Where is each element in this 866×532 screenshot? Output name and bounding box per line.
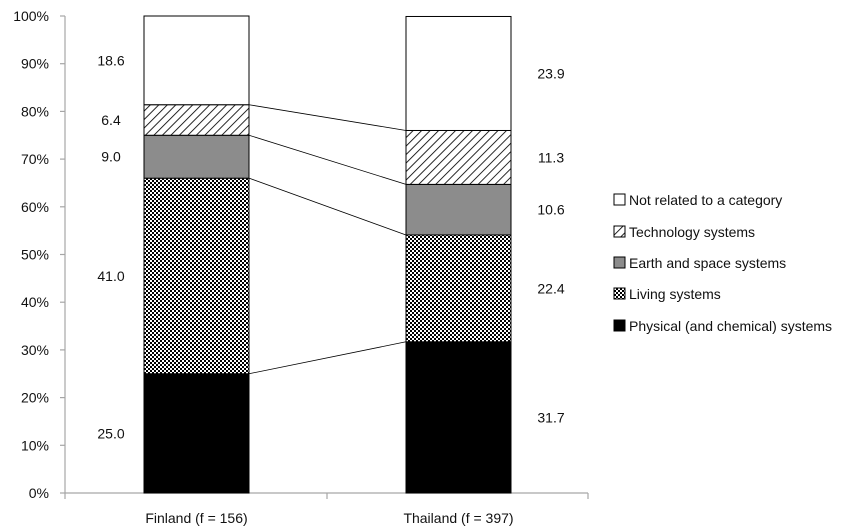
y-tick-label: 100% <box>13 8 49 24</box>
axis-layer: 0% 10% 20% 30% 40% 50% 60% 70% 80% 90% 100% Finland… <box>13 8 589 526</box>
data-label: 11.3 <box>538 149 564 165</box>
legend-label: Technology systems <box>629 224 755 240</box>
legend-label: Earth and space systems <box>629 255 786 271</box>
y-tick-label: 30% <box>21 342 49 358</box>
connector-line <box>248 134 407 185</box>
y-tick-label: 60% <box>21 199 49 215</box>
legend-swatch <box>613 225 626 238</box>
data-label: 31.7 <box>537 409 564 425</box>
legend: Not related to a category Technology syst… <box>613 192 832 334</box>
bar-segment <box>143 134 250 179</box>
legend-label: Living systems <box>629 286 721 302</box>
legend-label: Physical (and chemical) systems <box>629 318 832 334</box>
y-tick-label: 80% <box>21 103 49 119</box>
y-tick-label: 90% <box>21 56 49 72</box>
bar-segment <box>143 15 250 106</box>
y-tick-label: 0% <box>29 485 49 501</box>
bar-segment <box>143 373 250 494</box>
data-labels-layer: 25.0 41.0 9.0 6.4 18.6 31.7 22.4 10.6 11.3 23.9 <box>97 52 564 441</box>
y-tick-label: 70% <box>21 151 49 167</box>
data-label: 6.4 <box>101 112 121 128</box>
legend-swatch <box>613 193 626 206</box>
connector-line <box>248 177 407 236</box>
bar-segment <box>405 129 512 185</box>
x-category-label: Finland (f = 156) <box>145 510 247 526</box>
legend-label: Not related to a category <box>629 192 782 208</box>
x-category-label: Thailand (f = 397) <box>403 510 513 526</box>
data-label: 25.0 <box>97 425 124 441</box>
data-label: 22.4 <box>537 280 564 296</box>
bar-segment <box>405 15 512 131</box>
legend-swatch <box>613 256 626 269</box>
legend-swatch <box>613 287 626 300</box>
bar-segment <box>143 104 250 136</box>
connector-lines <box>248 104 407 375</box>
data-label: 18.6 <box>97 52 124 68</box>
y-tick-label: 20% <box>21 390 49 406</box>
connector-line <box>248 104 407 131</box>
data-label: 41.0 <box>97 268 124 284</box>
bar-segment <box>405 341 512 494</box>
data-label: 9.0 <box>101 149 121 165</box>
y-tick-label: 10% <box>21 437 49 453</box>
connector-line <box>248 341 407 375</box>
y-tick-label: 40% <box>21 294 49 310</box>
data-label: 10.6 <box>537 202 564 218</box>
legend-swatch <box>613 319 626 332</box>
bar-segment <box>405 183 512 236</box>
bar-segment <box>143 177 250 375</box>
y-tick-label: 50% <box>21 247 49 263</box>
bar-segment <box>405 234 512 343</box>
data-label: 23.9 <box>537 65 564 81</box>
bars-layer <box>143 15 512 494</box>
